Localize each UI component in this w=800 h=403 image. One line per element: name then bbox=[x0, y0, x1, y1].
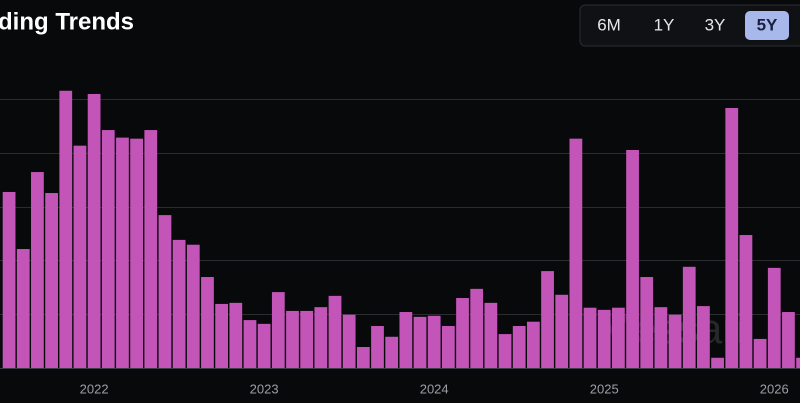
bar bbox=[413, 316, 427, 368]
bar bbox=[87, 93, 101, 368]
range-button[interactable]: 1Y bbox=[654, 15, 675, 34]
bar bbox=[130, 138, 143, 368]
bar bbox=[668, 314, 682, 368]
bar bbox=[342, 314, 356, 368]
bar bbox=[31, 172, 44, 368]
x-tick-label: 2025 bbox=[590, 381, 619, 396]
bar bbox=[399, 312, 413, 368]
bar bbox=[725, 107, 739, 369]
bar bbox=[300, 310, 314, 368]
bar bbox=[612, 307, 625, 368]
bar bbox=[201, 277, 214, 368]
bar bbox=[314, 307, 328, 368]
bar bbox=[215, 303, 229, 368]
bar bbox=[782, 312, 795, 368]
bar bbox=[243, 320, 257, 368]
bar bbox=[555, 294, 569, 368]
bars bbox=[2, 90, 800, 369]
bar bbox=[73, 145, 87, 368]
bar bbox=[101, 130, 115, 368]
x-tick-label: 2023 bbox=[250, 381, 279, 396]
bar bbox=[371, 326, 384, 368]
bar bbox=[456, 298, 469, 368]
bar bbox=[385, 336, 399, 368]
range-button[interactable]: 6M bbox=[597, 15, 621, 34]
bar bbox=[626, 149, 639, 368]
bar bbox=[2, 191, 16, 368]
bar bbox=[286, 310, 299, 368]
bar bbox=[470, 288, 484, 368]
x-tick-label: 2022 bbox=[80, 381, 109, 396]
x-tick-label: 2026 bbox=[760, 381, 789, 396]
bar bbox=[356, 347, 370, 368]
bar bbox=[697, 306, 710, 368]
bar bbox=[441, 326, 455, 368]
bar bbox=[541, 271, 554, 368]
bar bbox=[257, 323, 271, 368]
bar bbox=[45, 193, 58, 368]
bar bbox=[512, 326, 526, 368]
bar bbox=[229, 302, 243, 368]
range-buttons: 6M 1Y 3Y 5Y bbox=[597, 11, 789, 40]
range-button[interactable]: 5Y bbox=[757, 15, 778, 34]
bar bbox=[186, 244, 200, 368]
active-button-bg bbox=[745, 11, 789, 40]
bar bbox=[640, 277, 654, 368]
x-tick-label: 2024 bbox=[420, 381, 449, 396]
chart-title: ding Trends bbox=[0, 8, 134, 35]
bar bbox=[498, 334, 512, 368]
bar bbox=[328, 295, 342, 368]
range-selector bbox=[579, 4, 800, 47]
bar bbox=[767, 267, 781, 368]
bar bbox=[597, 309, 611, 368]
bar bbox=[16, 249, 30, 368]
bar bbox=[172, 239, 186, 368]
bar bbox=[583, 307, 597, 368]
bar bbox=[116, 137, 129, 368]
bar bbox=[711, 357, 724, 368]
bar bbox=[271, 292, 285, 368]
bar bbox=[569, 138, 583, 368]
bar bbox=[682, 266, 696, 368]
range-button[interactable]: 3Y bbox=[705, 15, 726, 34]
bar bbox=[654, 307, 668, 368]
bar bbox=[526, 321, 540, 368]
bar bbox=[796, 357, 800, 368]
bar bbox=[59, 90, 73, 368]
bar bbox=[144, 130, 158, 368]
bar bbox=[484, 302, 498, 368]
bar bbox=[427, 315, 441, 368]
bar bbox=[739, 235, 753, 368]
bar bbox=[753, 338, 767, 368]
bar bbox=[158, 215, 172, 368]
